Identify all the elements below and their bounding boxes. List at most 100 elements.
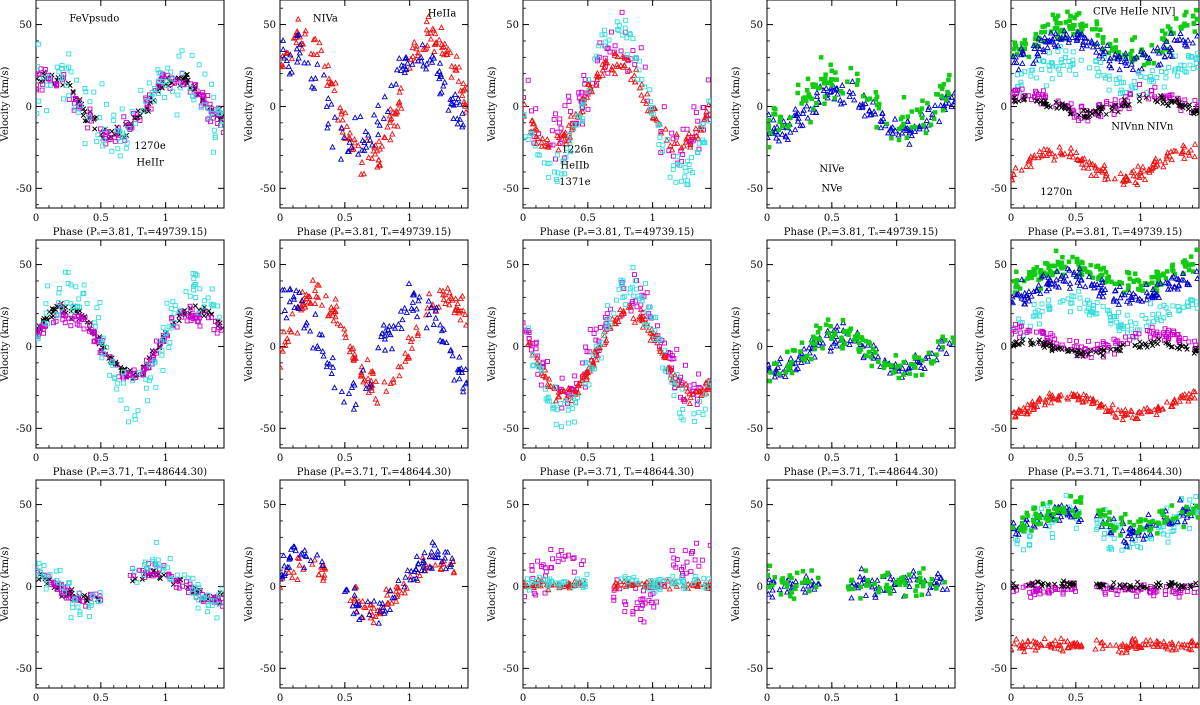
data-point: [160, 568, 166, 574]
points-layer: [280, 539, 458, 626]
data-point: [342, 334, 349, 340]
data-point: [565, 384, 572, 391]
data-point: [1184, 36, 1192, 43]
data-point: [916, 125, 923, 132]
data-point: [195, 581, 201, 587]
data-point: [301, 59, 308, 66]
data-point: [606, 37, 612, 43]
data-point: [817, 326, 823, 331]
data-point: [1106, 87, 1112, 93]
data-point: [343, 586, 351, 593]
data-point: [934, 352, 939, 357]
data-point: [1164, 149, 1171, 156]
data-point: [219, 116, 224, 122]
data-point: [311, 35, 319, 42]
data-point: [1150, 343, 1156, 349]
data-point: [310, 51, 317, 57]
data-point: [1148, 339, 1154, 345]
data-point: [579, 371, 586, 378]
data-point: [584, 93, 591, 100]
data-point: [408, 335, 416, 342]
data-point: [673, 131, 680, 137]
data-point: [1163, 340, 1169, 346]
data-point: [440, 326, 447, 332]
data-point: [1076, 288, 1082, 294]
data-point: [1163, 75, 1169, 81]
data-point: [208, 597, 214, 603]
x-axis-label: Phase (Pₛ=3.81, Tₛ=49739.15): [784, 227, 938, 238]
data-point: [107, 372, 113, 378]
data-point: [1050, 156, 1058, 163]
data-point: [1183, 344, 1189, 350]
data-point: [616, 286, 622, 292]
data-point: [533, 106, 539, 112]
data-point: [83, 89, 89, 95]
data-point: [567, 139, 573, 145]
data-point: [1111, 175, 1118, 182]
data-point: [459, 121, 467, 128]
data-point: [194, 88, 200, 94]
data-point: [816, 339, 823, 346]
data-point: [1094, 341, 1100, 347]
data-point: [1077, 305, 1083, 311]
data-point: [322, 292, 330, 299]
data-point: [1130, 290, 1137, 297]
data-point: [62, 320, 68, 326]
data-point: [397, 363, 405, 370]
data-point: [931, 102, 939, 108]
data-point: [806, 92, 812, 97]
data-point: [294, 576, 301, 582]
y-axis-label: Velocity (km/s): [731, 66, 742, 142]
data-point: [303, 291, 310, 298]
data-point: [1181, 63, 1187, 69]
data-point: [281, 570, 289, 576]
data-point: [290, 543, 297, 550]
data-point: [355, 601, 363, 607]
data-point: [1131, 79, 1137, 84]
data-point: [145, 398, 151, 404]
data-point: [458, 369, 466, 375]
data-point: [378, 333, 385, 340]
data-point: [847, 328, 853, 333]
data-point: [133, 121, 139, 127]
data-point: [1067, 144, 1075, 151]
data-point: [1176, 35, 1183, 42]
data-point: [1088, 354, 1094, 360]
data-point: [937, 101, 944, 108]
data-point: [1191, 153, 1198, 160]
data-point: [536, 364, 542, 370]
data-point: [345, 390, 353, 397]
data-point: [1042, 396, 1049, 403]
data-point: [767, 125, 771, 131]
data-point: [127, 373, 133, 378]
data-point: [346, 138, 353, 145]
data-point: [917, 364, 925, 370]
data-point: [358, 613, 365, 620]
series-nve: [767, 55, 952, 150]
data-point: [1186, 151, 1193, 158]
data-point: [293, 39, 300, 46]
data-point: [1166, 152, 1173, 159]
data-point: [80, 317, 86, 323]
data-point: [1176, 335, 1182, 341]
data-point: [795, 114, 802, 121]
data-point: [1087, 347, 1094, 354]
data-point: [401, 69, 408, 75]
data-point: [1151, 289, 1158, 296]
data-point: [376, 121, 383, 128]
data-point: [642, 64, 648, 70]
data-point: [1126, 106, 1132, 111]
data-point: [583, 375, 590, 382]
data-point: [1196, 102, 1199, 108]
x-tick-label: 0.5: [93, 693, 109, 704]
data-point: [307, 557, 314, 564]
data-point: [671, 140, 678, 146]
data-point: [669, 356, 675, 362]
data-point: [418, 54, 425, 60]
data-point: [1068, 300, 1074, 306]
data-point: [651, 336, 657, 342]
data-point: [1017, 334, 1023, 340]
data-point: [289, 310, 296, 317]
data-point: [1167, 98, 1174, 104]
data-point: [196, 597, 202, 603]
